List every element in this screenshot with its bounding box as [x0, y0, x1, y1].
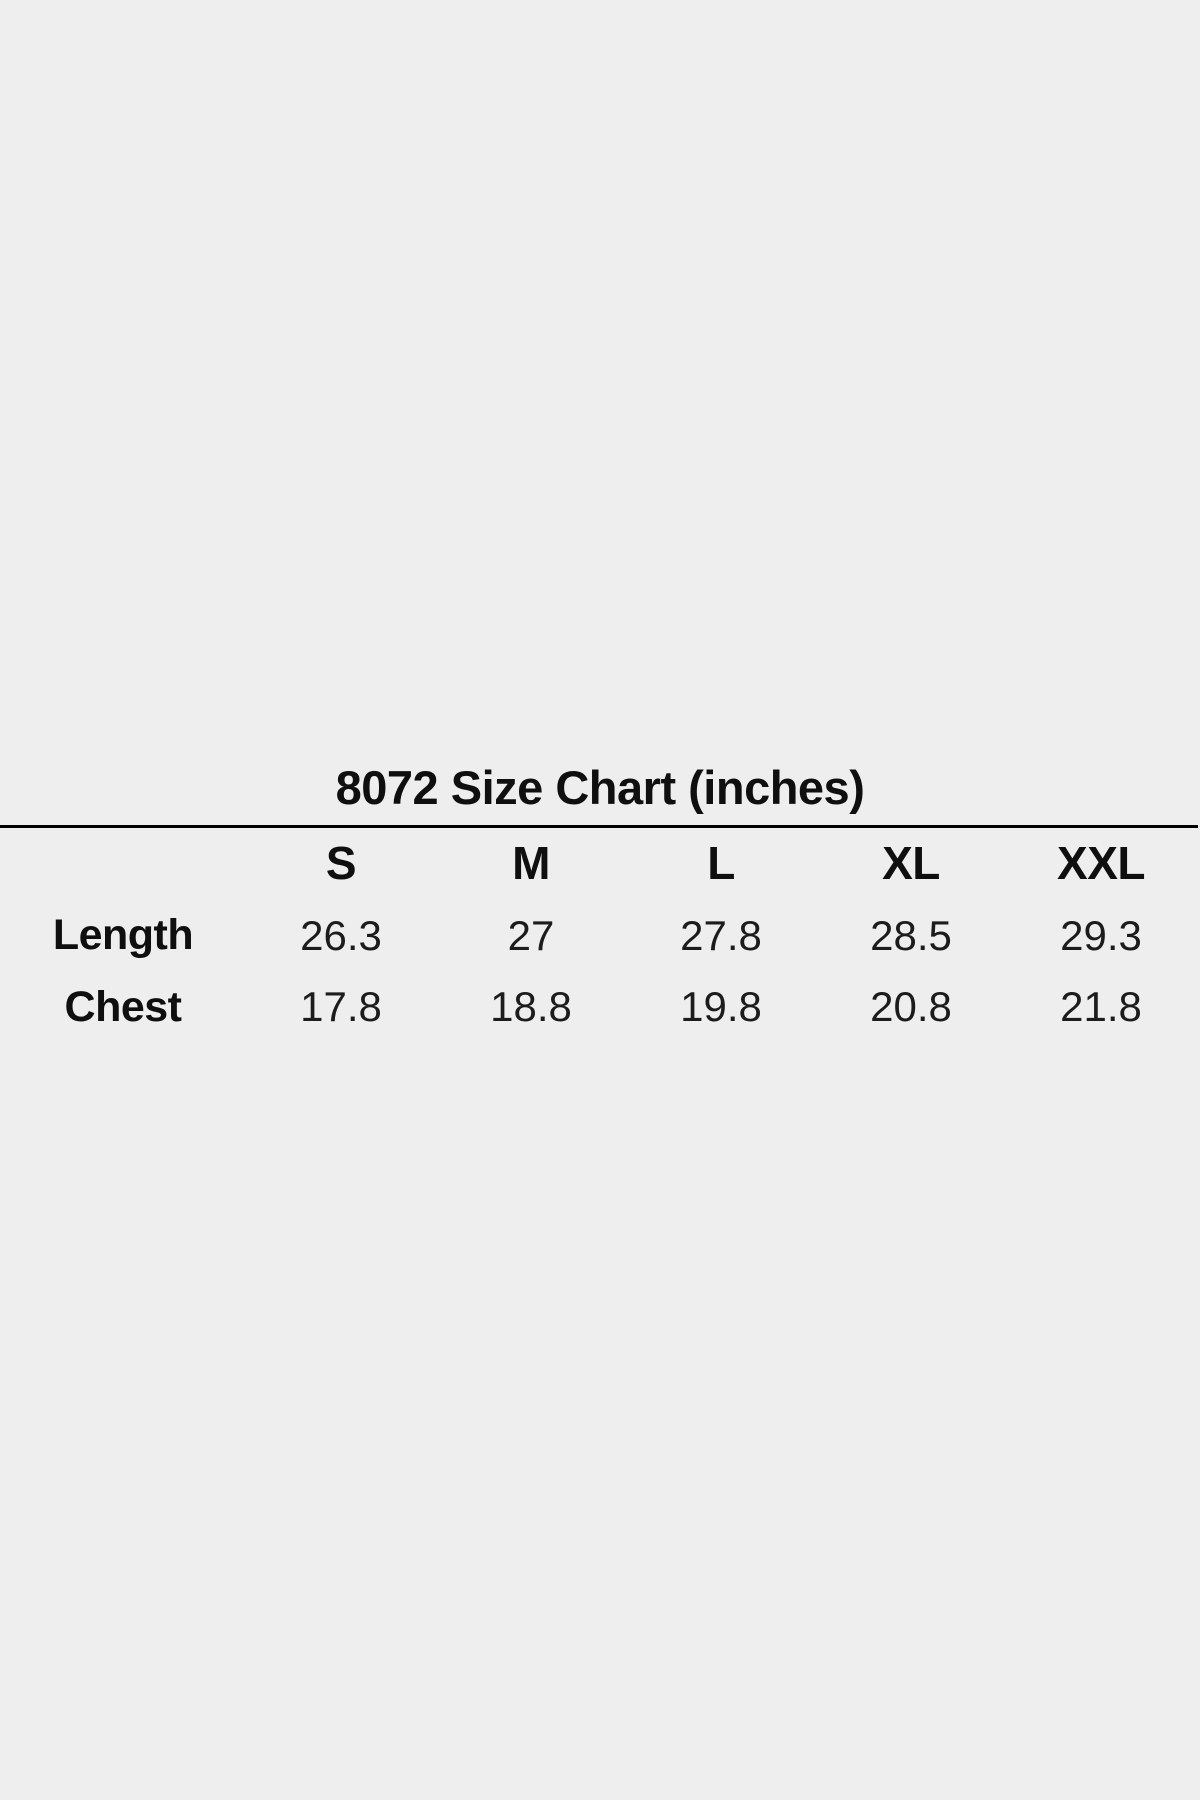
cell-chest-m: 18.8 — [490, 983, 572, 1030]
cell-chest-xl: 20.8 — [870, 983, 952, 1030]
column-header-xl: XL — [882, 837, 940, 889]
column-header-m: M — [512, 837, 550, 889]
column-header-xxl: XXL — [1057, 837, 1145, 889]
row-label-chest: Chest — [64, 982, 182, 1031]
corner-cell — [0, 828, 246, 898]
table-row-chest: Chest 17.8 18.8 19.8 20.8 21.8 — [0, 973, 1196, 1041]
cell-length-m: 27 — [507, 911, 555, 959]
cell-length-xxl: 29.3 — [1060, 911, 1142, 959]
cell-length-s: 26.3 — [300, 911, 382, 959]
cell-chest-l: 19.8 — [680, 983, 762, 1030]
title-divider-line — [0, 825, 1198, 828]
cell-chest-xxl: 21.8 — [1060, 983, 1142, 1030]
cell-chest-s: 17.8 — [300, 983, 382, 1030]
table-header-row: S M L XL XXL — [0, 828, 1196, 898]
size-chart-table: S M L XL XXL Length 26.3 27 27.8 28.5 29… — [0, 828, 1196, 1041]
row-label-length: Length — [52, 911, 194, 959]
column-header-s: S — [325, 837, 357, 889]
size-chart-title: 8072 Size Chart (inches) — [335, 761, 865, 814]
cell-length-xl: 28.5 — [870, 911, 952, 959]
table-row-length: Length 26.3 27 27.8 28.5 29.3 — [0, 898, 1196, 973]
column-header-l: L — [707, 837, 735, 889]
cell-length-l: 27.8 — [680, 911, 762, 959]
